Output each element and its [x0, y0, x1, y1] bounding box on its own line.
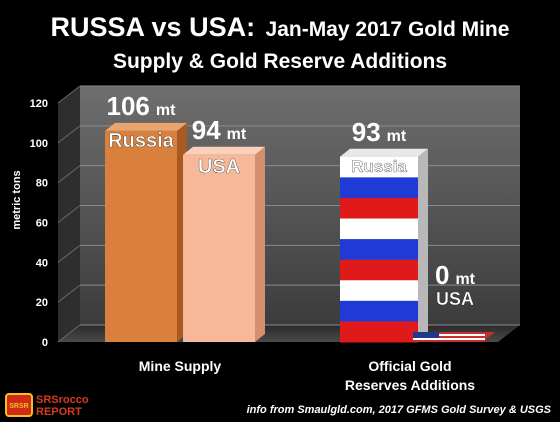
- y-tick-label: 60: [36, 218, 48, 230]
- gridline-side: [57, 244, 81, 263]
- flag-stripe: [340, 239, 418, 261]
- series-label-usa-mine: USA: [198, 156, 240, 178]
- gridline-side: [57, 165, 81, 184]
- bar-russia-mine-supply-top: [105, 122, 187, 131]
- chart-title-line1: RUSSA vs USA: Jan-May 2017 Gold Mine: [51, 12, 510, 42]
- bar-russia-reserves-side: [418, 148, 428, 342]
- gridline-side: [57, 324, 81, 343]
- bar-russia-mine-supply-front: [105, 130, 177, 342]
- flag-stripe: [340, 156, 418, 178]
- x-axis-labels: Mine Supply Official Gold Reserves Additio…: [139, 358, 476, 393]
- y-axis-ticks: 0 20 40 60 80 100 120: [30, 98, 48, 349]
- flag-stripe: [340, 321, 418, 343]
- y-axis-label: metric tons: [11, 170, 23, 229]
- bars: 106 mt 94 mt 93 mt 0 mt Russia USA Russia USA: [105, 91, 495, 343]
- bar-usa-mine-supply: [183, 146, 265, 342]
- y-tick-label: 0: [42, 337, 48, 349]
- y-tick-label: 40: [36, 257, 48, 269]
- chart-title-bold: RUSSA vs USA:: [51, 12, 256, 42]
- flag-stripe: [340, 300, 418, 322]
- flag-stripe: [413, 334, 485, 336]
- bar-usa-reserves: [413, 332, 495, 342]
- value-label-usa-mine: 94 mt: [192, 115, 247, 145]
- series-label-russia-reserves: Russia: [351, 157, 407, 176]
- x-category-label: Reserves Additions: [345, 377, 475, 393]
- bar-usa-mine-supply-top: [183, 146, 265, 155]
- flag-canton: [413, 332, 439, 338]
- logo-line1: SRSrocco: [36, 394, 89, 406]
- series-label-russia-mine: Russia: [108, 130, 174, 152]
- logo-line2: REPORT: [36, 406, 82, 418]
- series-label-usa-reserves: USA: [436, 289, 474, 309]
- gridline-side: [57, 284, 81, 303]
- y-tick-label: 120: [30, 98, 48, 110]
- x-category-label: Official Gold: [368, 358, 451, 374]
- flag-stripe: [413, 338, 485, 340]
- value-label-russia-mine: 106 mt: [107, 91, 177, 121]
- flag-stripe: [340, 259, 418, 281]
- flag-stripe: [340, 197, 418, 220]
- y-tick-label: 80: [36, 178, 48, 190]
- bar-russia-mine-supply: [105, 122, 187, 342]
- bar-russia-reserves: [340, 148, 428, 343]
- flag-stripe: [340, 177, 418, 199]
- logo-badge: SRSR: [9, 403, 28, 410]
- y-tick-label: 20: [36, 297, 48, 309]
- bar-usa-mine-supply-front: [183, 154, 255, 342]
- x-category-label: Mine Supply: [139, 358, 222, 374]
- gridline-side: [57, 125, 81, 144]
- chart-title-line2: Supply & Gold Reserve Additions: [113, 50, 447, 73]
- gridline-side: [57, 205, 81, 223]
- flag-stripe: [340, 218, 418, 240]
- chart-title-rest: Jan-May 2017 Gold Mine: [266, 18, 510, 41]
- flag-stripe: [340, 280, 418, 302]
- source-note: info from Smaulgld.com, 2017 GFMS Gold S…: [247, 404, 552, 416]
- value-label-usa-reserves: 0 mt: [435, 260, 476, 290]
- bar-usa-reserves-front: [413, 332, 485, 342]
- logo: SRSR SRSrocco REPORT: [5, 393, 89, 418]
- bar-usa-mine-supply-side: [255, 146, 265, 342]
- logo-badge-bg: [5, 393, 33, 417]
- y-tick-label: 100: [30, 138, 48, 150]
- bar-russia-reserves-top: [340, 148, 428, 157]
- value-label-russia-reserves: 93 mt: [352, 117, 407, 147]
- gridline-side: [57, 85, 81, 104]
